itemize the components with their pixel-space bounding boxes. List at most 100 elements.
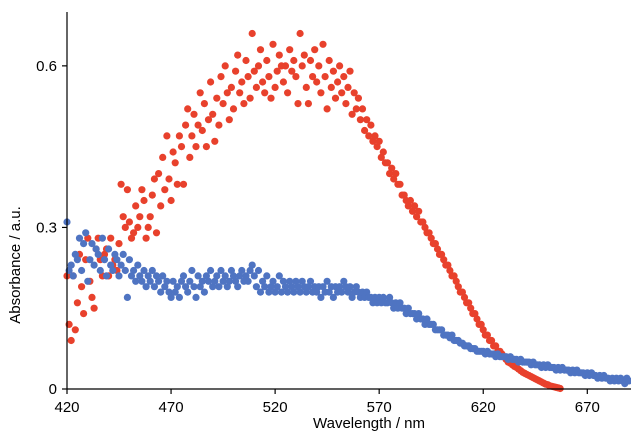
red-data-point [483,331,491,339]
red-data-point [286,46,294,54]
blue-data-point [75,234,84,242]
red-data-point [265,73,273,81]
red-data-point [117,180,125,188]
red-data-point [232,67,240,75]
blue-data-point [415,310,423,318]
blue-data-point [304,283,312,291]
red-data-point [338,89,346,97]
red-data-point [138,186,146,194]
blue-data-point [155,277,163,285]
red-data-point [88,293,96,301]
blue-data-point [344,288,352,296]
red-data-point [73,299,81,307]
blue-data-point [148,266,156,275]
red-data-point [225,116,233,124]
red-data-point [259,78,267,86]
blue-data-point [130,266,138,275]
red-data-point [136,213,144,221]
red-data-point [167,196,175,205]
red-data-point [352,105,360,113]
red-data-point [356,116,364,124]
blue-data-point [161,283,169,291]
red-data-point [134,223,142,231]
red-data-point [242,56,250,65]
blue-data-point [69,272,77,280]
red-data-point [223,89,231,97]
red-data-point [175,132,183,140]
blue-data-point [229,272,238,280]
blue-data-point [115,272,123,280]
blue-data-point [184,288,192,296]
blue-data-point [340,277,348,285]
blue-data-point [250,272,258,280]
blue-data-point [271,288,279,296]
red-data-point [204,116,213,124]
red-data-point [263,56,271,65]
blue-data-point [152,272,161,280]
red-data-point [369,137,377,145]
blue-data-point [142,283,150,291]
red-data-point [213,94,221,102]
red-data-point [325,56,333,65]
red-data-point [271,83,279,91]
red-data-point [198,126,206,135]
blue-data-point [290,288,298,296]
blue-data-point [225,277,233,285]
blue-data-point [319,283,327,291]
blue-data-point [102,272,111,280]
red-data-point [279,78,287,86]
red-data-point [211,137,219,145]
blue-data-point [221,272,229,280]
red-data-point [246,94,254,102]
blue-data-point [211,277,219,285]
blue-data-point [78,266,86,275]
blue-data-point [67,261,75,269]
x-tick-label: 520 [263,399,288,416]
red-data-point [309,73,317,81]
red-data-point [317,89,325,97]
blue-data-point [163,277,171,285]
red-data-point [281,62,290,70]
red-data-point [379,148,387,156]
blue-data-point [209,283,217,291]
blue-data-point [171,288,179,296]
red-data-point [365,132,373,140]
blue-data-point [213,272,221,280]
red-data-point [140,196,148,205]
red-data-point [152,229,161,237]
blue-data-point [294,283,302,291]
blue-data-point [140,266,148,275]
blue-data-point [396,299,404,307]
blue-data-point [88,240,96,248]
red-data-point [71,326,79,334]
red-data-point [344,83,352,91]
red-data-point [404,202,412,210]
blue-data-point [625,377,631,385]
blue-data-point [302,288,310,296]
blue-data-point [292,277,300,285]
blue-data-point [157,288,165,296]
red-data-point [159,153,167,161]
red-data-point [323,105,331,113]
y-tick-label: 0.6 [36,58,57,75]
red-data-point [215,121,223,129]
red-data-point [452,277,460,285]
series-blue-points [63,218,631,388]
red-data-point [334,78,342,86]
blue-data-point [198,277,206,285]
blue-data-point [194,272,202,280]
blue-data-point [109,266,117,275]
red-data-point [100,250,109,258]
blue-data-point [177,277,186,285]
red-data-point [331,94,340,102]
red-data-point [350,89,358,97]
blue-data-point [404,304,412,312]
blue-data-point [329,293,337,301]
x-axis-title: Wavelength / nm [313,415,425,432]
red-data-point [358,105,367,113]
red-data-point [396,180,404,188]
blue-data-point [263,272,271,280]
red-data-point [340,73,348,81]
red-data-point [173,180,181,188]
